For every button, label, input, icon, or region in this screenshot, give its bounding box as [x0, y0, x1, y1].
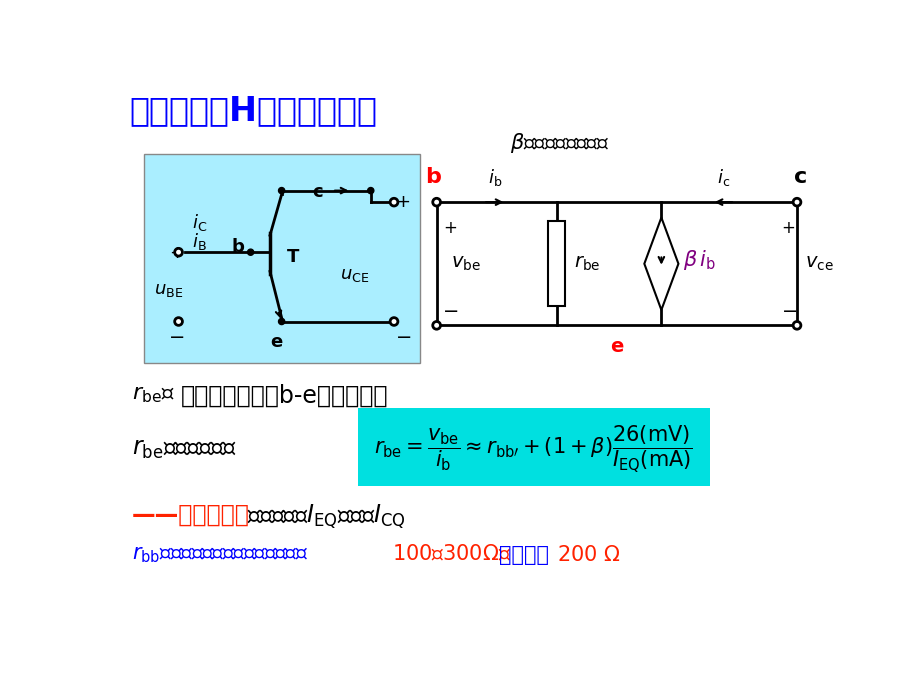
- Polygon shape: [643, 217, 677, 310]
- Text: +: +: [395, 193, 410, 211]
- Text: $i_{\rm b}$: $i_{\rm b}$: [487, 167, 502, 188]
- Bar: [144, 154, 419, 363]
- Text: c: c: [793, 167, 807, 187]
- Circle shape: [432, 198, 440, 206]
- Text: $i_{\rm c}$: $i_{\rm c}$: [716, 167, 729, 188]
- Text: −: −: [395, 328, 412, 346]
- Text: +: +: [169, 244, 184, 262]
- Text: +: +: [780, 219, 795, 237]
- Text: $200\ {\rm \Omega}$: $200\ {\rm \Omega}$: [556, 545, 619, 565]
- Text: b: b: [231, 238, 244, 257]
- Text: −: −: [442, 302, 459, 322]
- Circle shape: [390, 317, 397, 326]
- Text: $r_{\rm be}$可用公式估算: $r_{\rm be}$可用公式估算: [132, 437, 236, 461]
- Text: T: T: [287, 248, 299, 266]
- Text: $i_{\rm C}$: $i_{\rm C}$: [192, 212, 208, 233]
- Text: $100－300{\rm \Omega}$间: $100－300{\rm \Omega}$间: [392, 545, 511, 565]
- Text: $r_{\rm be}$: $r_{\rm be}$: [573, 254, 599, 273]
- Circle shape: [792, 198, 800, 206]
- Circle shape: [175, 317, 182, 326]
- Circle shape: [432, 322, 440, 329]
- Circle shape: [368, 188, 373, 194]
- Text: c: c: [312, 183, 323, 201]
- Text: ——公式重要！: ——公式重要！: [132, 502, 250, 526]
- Text: e: e: [609, 337, 622, 356]
- Text: e: e: [269, 333, 282, 351]
- Text: b: b: [425, 167, 440, 187]
- Text: $i_{\rm B}$: $i_{\rm B}$: [192, 231, 207, 253]
- Bar: [357, 408, 709, 486]
- Text: $\beta\,i_{\rm b}$: $\beta\,i_{\rm b}$: [682, 248, 715, 272]
- Circle shape: [278, 318, 284, 324]
- Text: $\beta$一般用测试仪测出: $\beta$一般用测试仪测出: [510, 130, 609, 155]
- Text: 通常，可将$I_{\rm EQ}$近似为$I_{\rm CQ}$: 通常，可将$I_{\rm EQ}$近似为$I_{\rm CQ}$: [246, 502, 405, 531]
- Text: ，一般取: ，一般取: [498, 545, 548, 565]
- Text: 小信号作用下的b-e间动态电阻: 小信号作用下的b-e间动态电阻: [181, 384, 388, 408]
- Circle shape: [390, 198, 397, 206]
- Text: $v_{\rm be}$: $v_{\rm be}$: [450, 254, 480, 273]
- Text: $v_{\rm ce}$: $v_{\rm ce}$: [804, 254, 833, 273]
- Text: $r_{\rm be}=\dfrac{v_{\rm be}}{i_{\rm b}}\approx r_{\rm bb\prime}+(1+\beta)\dfra: $r_{\rm be}=\dfrac{v_{\rm be}}{i_{\rm b}…: [374, 424, 692, 475]
- Text: $u_{\rm CE}$: $u_{\rm CE}$: [339, 266, 369, 284]
- Bar: [548, 221, 564, 306]
- Circle shape: [278, 188, 284, 194]
- Circle shape: [792, 322, 800, 329]
- Circle shape: [247, 249, 254, 255]
- Circle shape: [175, 248, 182, 256]
- Text: +: +: [442, 219, 456, 237]
- Text: $u_{\rm BE}$: $u_{\rm BE}$: [153, 282, 183, 299]
- Text: 一、晶体管H参数等效模型: 一、晶体管H参数等效模型: [129, 95, 377, 128]
- Text: $r_{\rm bb}$是基区体电阻，低频小功率管在: $r_{\rm bb}$是基区体电阻，低频小功率管在: [132, 545, 308, 565]
- Text: $r_{\rm be}$：: $r_{\rm be}$：: [132, 386, 175, 406]
- Text: −: −: [780, 302, 797, 322]
- Text: −: −: [169, 328, 186, 346]
